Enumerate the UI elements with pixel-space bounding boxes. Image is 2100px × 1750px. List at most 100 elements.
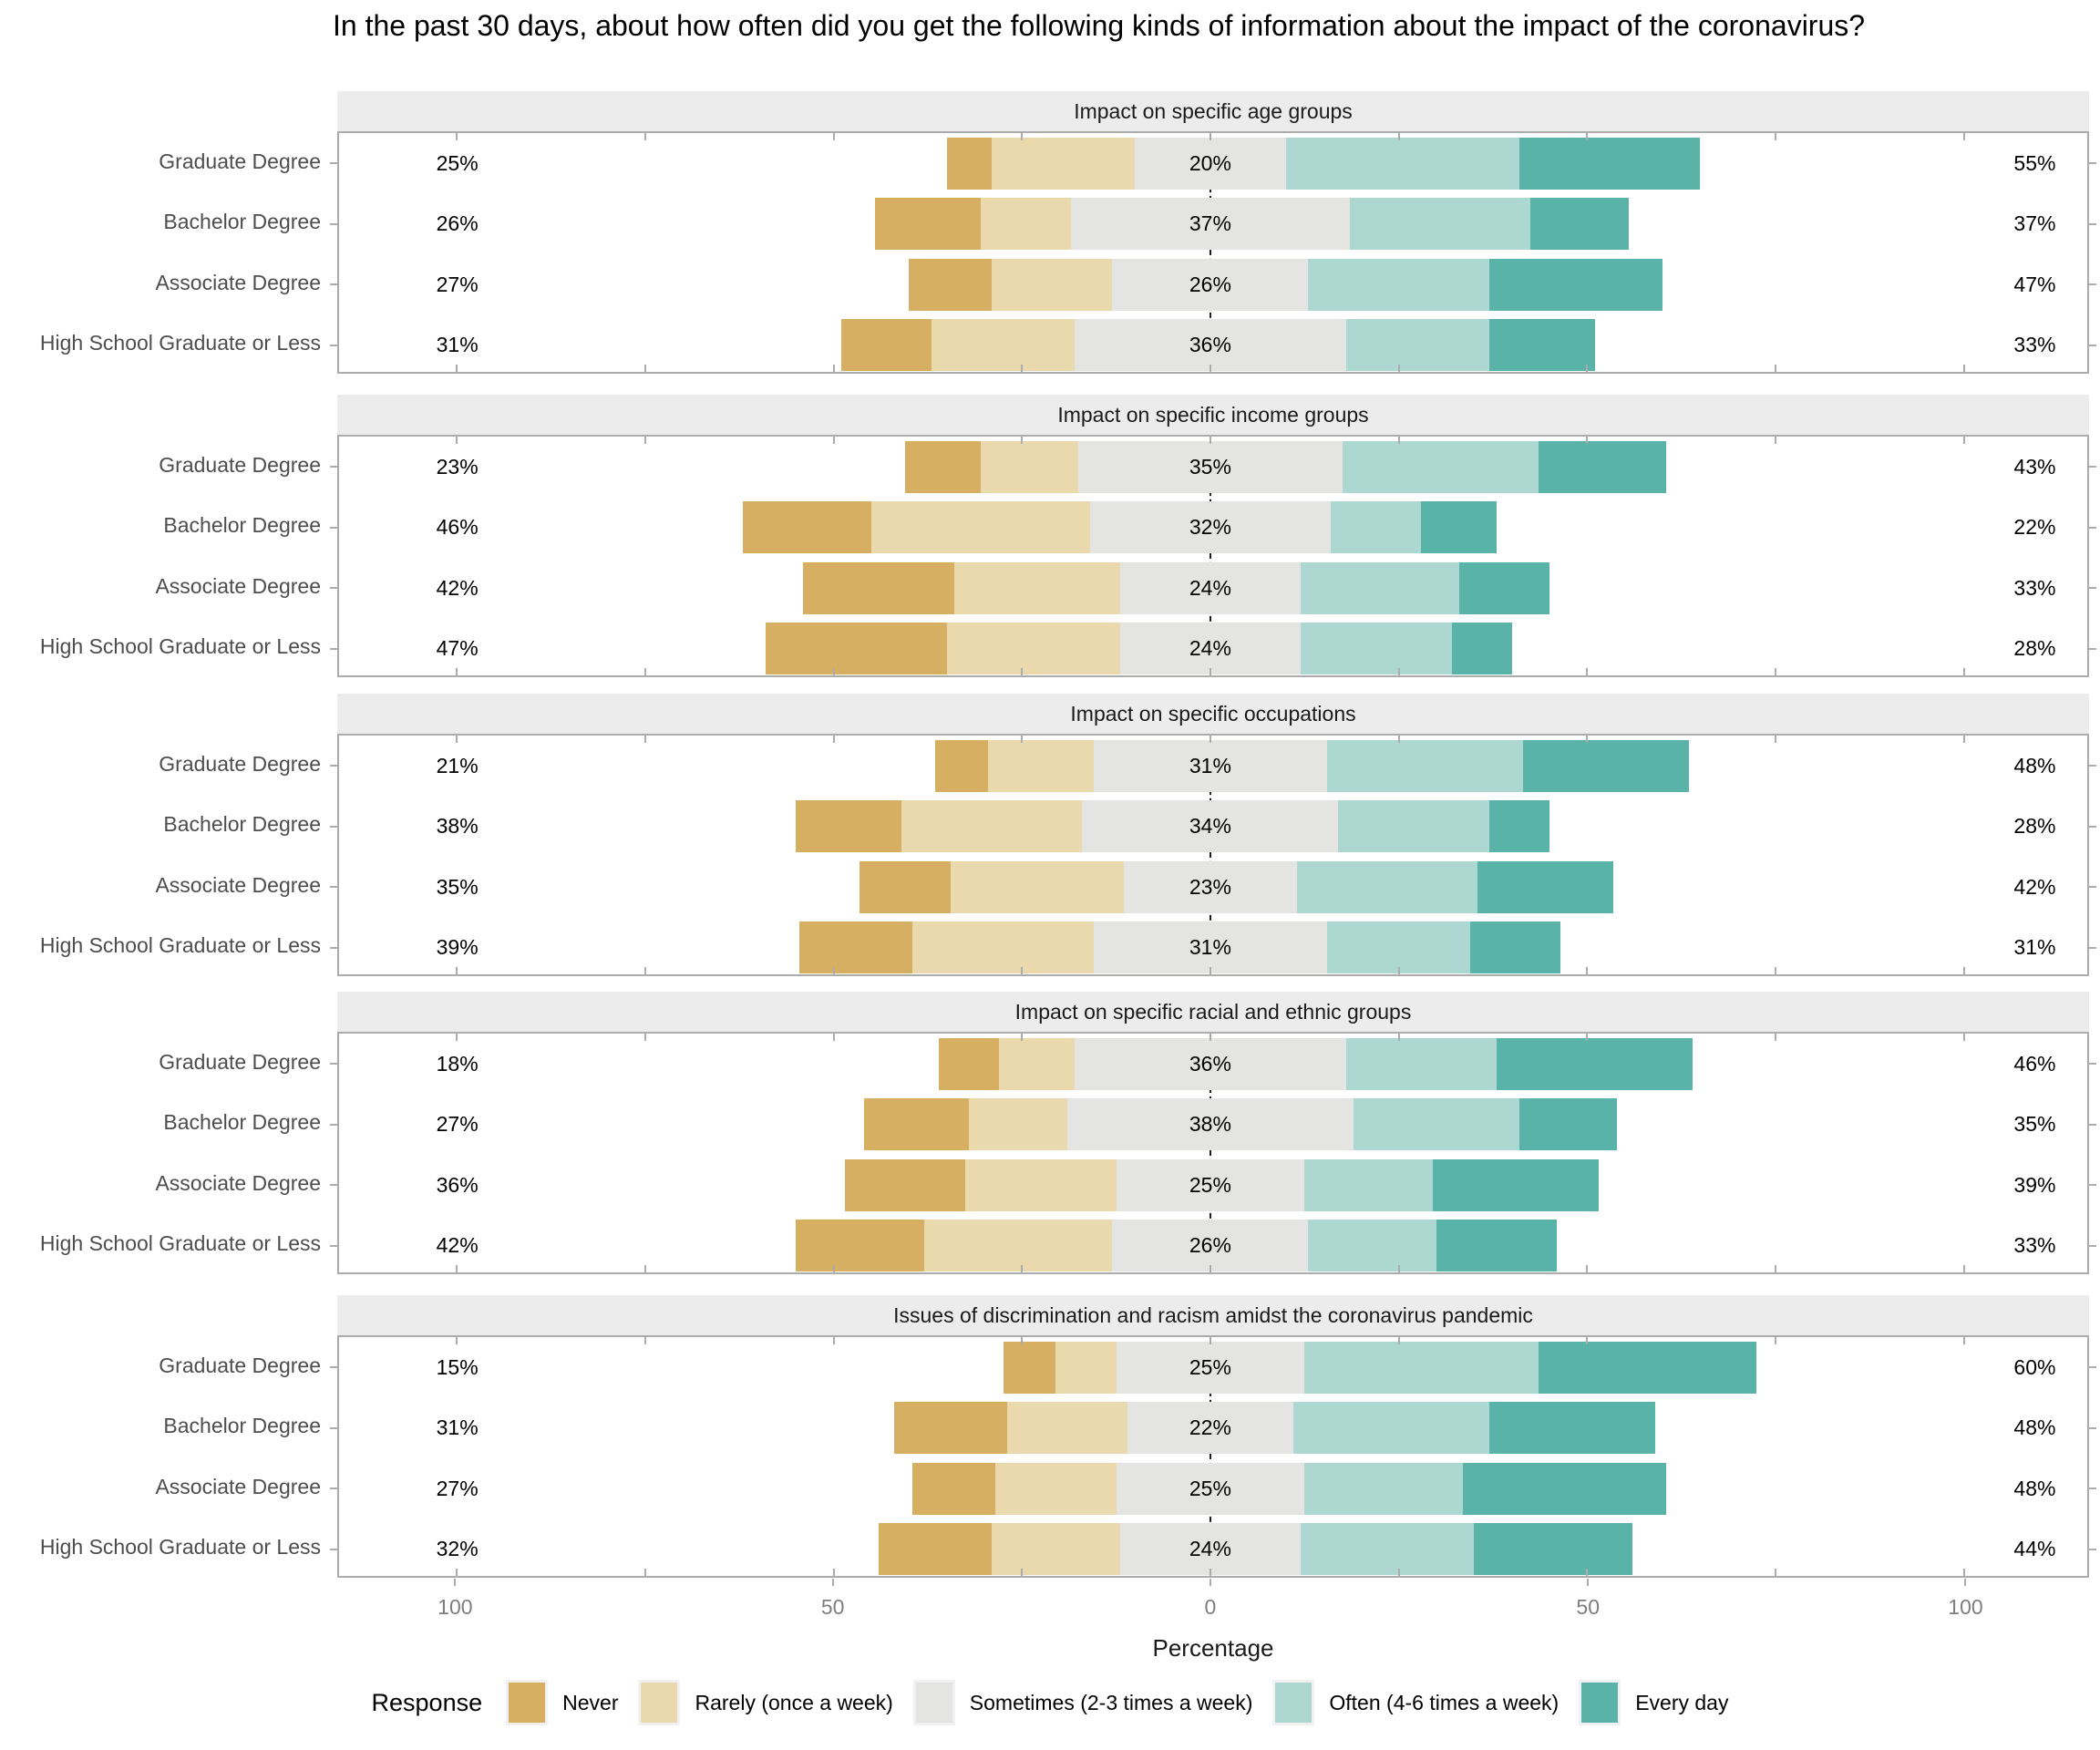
center-sometimes-label: 23% [1189, 874, 1231, 899]
left-total-label: 42% [436, 575, 479, 600]
center-sometimes-label: 26% [1189, 272, 1231, 296]
axis-minor-tick [1775, 133, 1777, 140]
legend-swatch-every-day [1579, 1680, 1621, 1725]
axis-minor-tick [643, 1337, 646, 1344]
axis-minor-tick [1586, 1034, 1589, 1041]
axis-minor-tick [1775, 736, 1777, 743]
row-tick [330, 162, 337, 165]
segment-rarely-once-a-week- [992, 137, 1136, 190]
row-tick [2089, 283, 2096, 286]
category-label: Associate Degree [155, 872, 321, 897]
row-tick [2089, 946, 2096, 949]
axis-minor-tick [832, 133, 835, 140]
left-total-label: 21% [436, 753, 479, 777]
segment-sometimes-times-a-week- [1093, 921, 1328, 974]
axis-minor-tick [1021, 1265, 1024, 1272]
facet-strip-title: Impact on specific occupations [337, 694, 2089, 734]
legend-item: Sometimes (2-3 times a week) [912, 1680, 1253, 1725]
segment-sometimes-times-a-week- [1119, 1523, 1302, 1576]
segment-never [893, 1402, 1007, 1455]
row-tick [330, 1488, 337, 1490]
axis-minor-tick [1962, 365, 1965, 372]
segment-never [844, 1158, 966, 1211]
segment-every-day [1421, 501, 1498, 554]
row-tick [2089, 1548, 2096, 1550]
axis-minor-tick [1397, 1034, 1400, 1041]
x-axis-tick [831, 1579, 834, 1586]
category-label: Associate Degree [155, 270, 321, 294]
axis-minor-tick [1209, 365, 1211, 372]
segment-rarely-once-a-week- [992, 1523, 1120, 1576]
row-tick [330, 1063, 337, 1065]
axis-minor-tick [1021, 736, 1024, 743]
segment-rarely-once-a-week- [912, 921, 1094, 974]
axis-minor-tick [1962, 1569, 1965, 1576]
axis-minor-tick [832, 437, 835, 444]
category-label: High School Graduate or Less [39, 1535, 321, 1560]
legend-item-label: Sometimes (2-3 times a week) [969, 1690, 1253, 1714]
likert-bar [766, 623, 1512, 675]
legend-item-label: Often (4-6 times a week) [1329, 1690, 1560, 1714]
x-axis-tick [454, 1579, 457, 1586]
axis-minor-tick [1397, 437, 1400, 444]
segment-often-times-a-week- [1345, 1037, 1498, 1090]
segment-sometimes-times-a-week- [1070, 198, 1350, 251]
category-label: Bachelor Degree [163, 1414, 321, 1438]
segment-often-times-a-week- [1331, 501, 1422, 554]
category-label: Associate Degree [155, 573, 321, 598]
x-axis-tick [1209, 1579, 1211, 1586]
right-total-label: 42% [2013, 874, 2056, 899]
legend: Response Never Rarely (once a week) Someti… [91, 1677, 2009, 1728]
category-label: High School Graduate or Less [39, 634, 321, 659]
segment-never [879, 1523, 993, 1576]
axis-minor-tick [1775, 1569, 1777, 1576]
axis-minor-tick [1397, 1265, 1400, 1272]
likert-bar [863, 1098, 1618, 1151]
category-label: High School Graduate or Less [39, 331, 321, 355]
row-tick [2089, 1184, 2096, 1187]
segment-sometimes-times-a-week- [1116, 1341, 1305, 1394]
row-tick [330, 526, 337, 529]
center-sometimes-label: 31% [1189, 935, 1231, 960]
axis-minor-tick [1209, 1265, 1211, 1272]
segment-rarely-once-a-week- [923, 1220, 1113, 1272]
segment-often-times-a-week- [1338, 800, 1489, 853]
center-sometimes-label: 26% [1189, 1233, 1231, 1258]
category-label: Graduate Degree [159, 1049, 321, 1074]
axis-minor-tick [1962, 437, 1965, 444]
axis-minor-tick [643, 365, 646, 372]
axis-minor-tick [456, 133, 458, 140]
segment-rarely-once-a-week- [950, 860, 1124, 913]
left-total-label: 42% [436, 1233, 479, 1258]
axis-minor-tick [643, 437, 646, 444]
row-tick [2089, 647, 2096, 650]
right-total-label: 55% [2013, 150, 2056, 175]
left-total-label: 38% [436, 814, 479, 839]
right-total-label: 60% [2013, 1354, 2056, 1379]
segment-often-times-a-week- [1349, 198, 1531, 251]
right-total-label: 28% [2013, 636, 2056, 661]
center-sometimes-label: 32% [1189, 515, 1231, 540]
segment-every-day [1538, 1341, 1757, 1394]
segment-never [796, 800, 901, 853]
segment-sometimes-times-a-week- [1119, 561, 1302, 614]
row-tick [2089, 1063, 2096, 1065]
segment-every-day [1488, 258, 1663, 311]
segment-never [935, 739, 988, 792]
axis-minor-tick [1021, 1569, 1024, 1576]
axis-minor-tick [832, 1265, 835, 1272]
center-sometimes-label: 25% [1189, 1172, 1231, 1197]
likert-bar [879, 1523, 1632, 1576]
legend-item: Every day [1579, 1680, 1728, 1725]
axis-minor-tick [643, 133, 646, 140]
segment-sometimes-times-a-week- [1082, 800, 1339, 853]
left-total-label: 27% [436, 272, 479, 296]
zero-baseline [1209, 133, 1211, 372]
row-tick [330, 283, 337, 286]
axis-minor-tick [1397, 736, 1400, 743]
segment-often-times-a-week- [1342, 440, 1539, 493]
axis-minor-tick [456, 668, 458, 675]
axis-minor-tick [1775, 365, 1777, 372]
category-label: Bachelor Degree [163, 210, 321, 234]
